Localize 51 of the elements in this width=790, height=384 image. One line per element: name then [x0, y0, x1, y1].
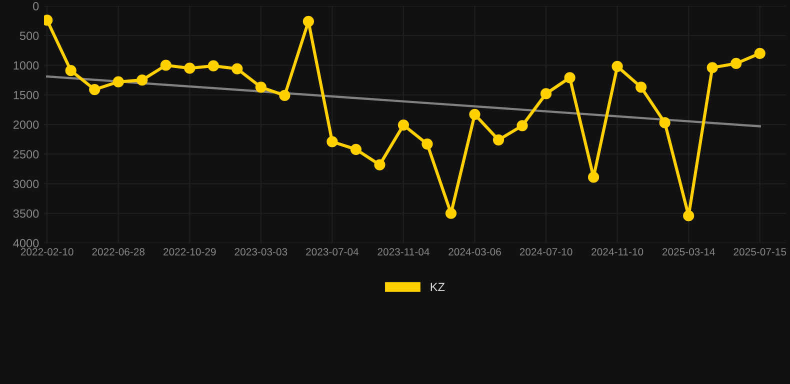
legend-label: KZ: [430, 282, 445, 292]
x-tick-label: 2025-07-15: [734, 248, 786, 256]
point: [706, 62, 718, 74]
y-tick-label: 3500: [13, 209, 39, 218]
x-tick-label: 2024-11-10: [592, 248, 644, 256]
x-tick-label: 2023-03-03: [234, 248, 288, 256]
point: [208, 60, 219, 72]
point: [136, 74, 148, 86]
point: [398, 120, 410, 131]
point: [160, 60, 172, 71]
point: [492, 134, 504, 146]
point: [255, 82, 266, 93]
point: [659, 117, 670, 128]
point: [279, 90, 290, 102]
point: [588, 172, 600, 183]
y-tick-label: 2000: [13, 120, 39, 129]
point: [326, 136, 338, 148]
x-tick-label: 2022-10-29: [164, 248, 216, 256]
point: [89, 84, 100, 96]
point: [469, 108, 480, 120]
point: [65, 65, 76, 76]
point: [564, 72, 576, 84]
y-tick-label: 4000: [13, 239, 39, 248]
x-tick-label: 2022-06-28: [92, 248, 145, 256]
point: [232, 63, 243, 74]
point: [683, 210, 694, 222]
y-tick-label: 500: [20, 32, 39, 40]
point: [612, 60, 623, 72]
point: [350, 144, 362, 155]
x-tick-label: 2023-07-04: [306, 248, 359, 256]
x-tick-label: 2025-03-14: [662, 248, 715, 256]
point: [112, 76, 124, 88]
point: [730, 58, 742, 70]
point: [302, 16, 314, 27]
point: [445, 208, 457, 219]
point: [184, 62, 196, 74]
x-tick-label: 2022-02-10: [20, 248, 74, 256]
y-tick-label: 3000: [13, 180, 39, 188]
x-tick-label: 2024-03-06: [448, 248, 501, 256]
point: [754, 48, 766, 59]
x-tick-label: 2023-11-04: [378, 248, 430, 256]
y-tick-label: 1000: [14, 61, 39, 70]
point: [374, 159, 386, 170]
y-tick-label: 0: [33, 2, 39, 10]
y-tick-label: 1500: [14, 90, 39, 100]
y-tick-label: 2500: [13, 150, 39, 159]
point: [516, 120, 528, 132]
point: [636, 82, 647, 93]
point: [540, 88, 552, 100]
point: [422, 138, 433, 150]
x-tick-label: 2024-07-10: [520, 248, 572, 256]
